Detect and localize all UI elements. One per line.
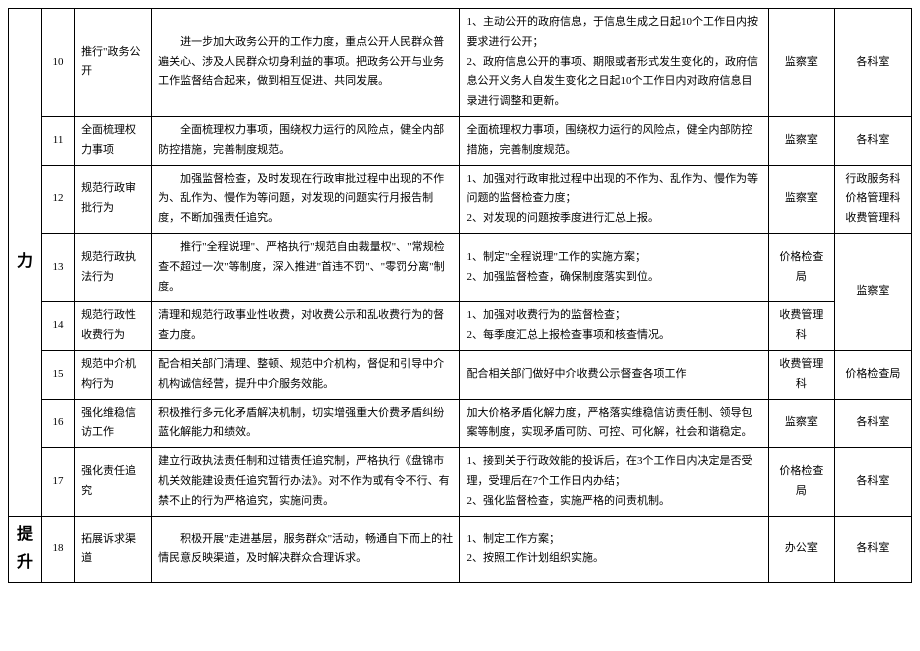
responsible-cell: 办公室 — [768, 516, 834, 583]
cooperator-cell: 行政服务科价格管理科收费管理科 — [834, 165, 911, 233]
category-cell: 提升 — [9, 516, 42, 583]
responsible-cell: 监察室 — [768, 9, 834, 117]
outcome-cell: 1、加强对行政审批过程中出现的不作为、乱作为、慢作为等问题的监督检查力度；2、对… — [460, 165, 768, 233]
row-number: 12 — [42, 165, 75, 233]
item-cell: 推行"政务公开 — [75, 9, 152, 117]
outcome-cell: 加大价格矛盾化解力度，严格落实维稳信访责任制、领导包案等制度，实现矛盾可防、可控… — [460, 399, 768, 448]
row-number: 13 — [42, 233, 75, 301]
item-cell: 规范行政性收费行为 — [75, 302, 152, 351]
item-cell: 拓展诉求渠道 — [75, 516, 152, 583]
outcome-cell: 1、主动公开的政府信息，于信息生成之日起10个工作日内按要求进行公开；2、政府信… — [460, 9, 768, 117]
table-row: 11 全面梳理权力事项 全面梳理权力事项，围绕权力运行的风险点，健全内部防控措施… — [9, 116, 912, 165]
cooperator-cell: 监察室 — [834, 233, 911, 350]
table-row: 17 强化责任追究 建立行政执法责任制和过错责任追究制，严格执行《盘锦市机关效能… — [9, 448, 912, 516]
table-row: 力 10 推行"政务公开 进一步加大政务公开的工作力度，重点公开人民群众普遍关心… — [9, 9, 912, 117]
description-cell: 推行"全程说理"、严格执行"规范自由裁量权"、"常规检查不超过一次"等制度，深入… — [152, 233, 460, 301]
cooperator-cell: 各科室 — [834, 516, 911, 583]
row-number: 17 — [42, 448, 75, 516]
description-cell: 积极开展"走进基层，服务群众"活动，畅通自下而上的社情民意反映渠道，及时解决群众… — [152, 516, 460, 583]
row-number: 18 — [42, 516, 75, 583]
description-cell: 配合相关部门清理、整顿、规范中介机构，督促和引导中介机构诚信经营，提升中介服务效… — [152, 350, 460, 399]
item-cell: 规范行政执法行为 — [75, 233, 152, 301]
outcome-cell: 1、接到关于行政效能的投诉后，在3个工作日内决定是否受理，受理后在7个工作日内办… — [460, 448, 768, 516]
table-row: 14 规范行政性收费行为 清理和规范行政事业性收费，对收费公示和乱收费行为的督查… — [9, 302, 912, 351]
cooperator-cell: 各科室 — [834, 116, 911, 165]
description-cell: 进一步加大政务公开的工作力度，重点公开人民群众普遍关心、涉及人民群众切身利益的事… — [152, 9, 460, 117]
responsible-cell: 价格检查局 — [768, 448, 834, 516]
cooperator-cell: 各科室 — [834, 448, 911, 516]
row-number: 14 — [42, 302, 75, 351]
responsible-cell: 监察室 — [768, 116, 834, 165]
description-cell: 积极推行多元化矛盾解决机制，切实增强重大价费矛盾纠纷蓝化解能力和绩效。 — [152, 399, 460, 448]
table-row: 16 强化维稳信访工作 积极推行多元化矛盾解决机制，切实增强重大价费矛盾纠纷蓝化… — [9, 399, 912, 448]
outcome-cell: 1、制定工作方案；2、按照工作计划组织实施。 — [460, 516, 768, 583]
responsible-cell: 监察室 — [768, 399, 834, 448]
description-cell: 全面梳理权力事项，围绕权力运行的风险点，健全内部防控措施，完善制度规范。 — [152, 116, 460, 165]
responsible-cell: 收费管理科 — [768, 302, 834, 351]
outcome-cell: 1、加强对收费行为的监督检查；2、每季度汇总上报检查事项和核查情况。 — [460, 302, 768, 351]
responsible-cell: 价格检查局 — [768, 233, 834, 301]
table-row: 提升 18 拓展诉求渠道 积极开展"走进基层，服务群众"活动，畅通自下而上的社情… — [9, 516, 912, 583]
row-number: 15 — [42, 350, 75, 399]
table-row: 15 规范中介机构行为 配合相关部门清理、整顿、规范中介机构，督促和引导中介机构… — [9, 350, 912, 399]
row-number: 11 — [42, 116, 75, 165]
description-cell: 清理和规范行政事业性收费，对收费公示和乱收费行为的督查力度。 — [152, 302, 460, 351]
responsible-cell: 收费管理科 — [768, 350, 834, 399]
cooperator-cell: 价格检查局 — [834, 350, 911, 399]
outcome-cell: 配合相关部门做好中介收费公示督查各项工作 — [460, 350, 768, 399]
policy-table: 力 10 推行"政务公开 进一步加大政务公开的工作力度，重点公开人民群众普遍关心… — [8, 8, 912, 583]
table-row: 12 规范行政审批行为 加强监督检查，及时发现在行政审批过程中出现的不作为、乱作… — [9, 165, 912, 233]
category-cell: 力 — [9, 9, 42, 517]
responsible-cell: 监察室 — [768, 165, 834, 233]
outcome-cell: 1、制定"全程说理"工作的实施方案；2、加强监督检查，确保制度落实到位。 — [460, 233, 768, 301]
outcome-cell: 全面梳理权力事项，围绕权力运行的风险点，健全内部防控措施，完善制度规范。 — [460, 116, 768, 165]
cooperator-cell: 各科室 — [834, 399, 911, 448]
item-cell: 强化责任追究 — [75, 448, 152, 516]
row-number: 16 — [42, 399, 75, 448]
item-cell: 规范中介机构行为 — [75, 350, 152, 399]
item-cell: 规范行政审批行为 — [75, 165, 152, 233]
cooperator-cell: 各科室 — [834, 9, 911, 117]
description-cell: 建立行政执法责任制和过错责任追究制，严格执行《盘锦市机关效能建设责任追究暂行办法… — [152, 448, 460, 516]
table-row: 13 规范行政执法行为 推行"全程说理"、严格执行"规范自由裁量权"、"常规检查… — [9, 233, 912, 301]
row-number: 10 — [42, 9, 75, 117]
description-cell: 加强监督检查，及时发现在行政审批过程中出现的不作为、乱作为、慢作为等问题，对发现… — [152, 165, 460, 233]
item-cell: 强化维稳信访工作 — [75, 399, 152, 448]
item-cell: 全面梳理权力事项 — [75, 116, 152, 165]
